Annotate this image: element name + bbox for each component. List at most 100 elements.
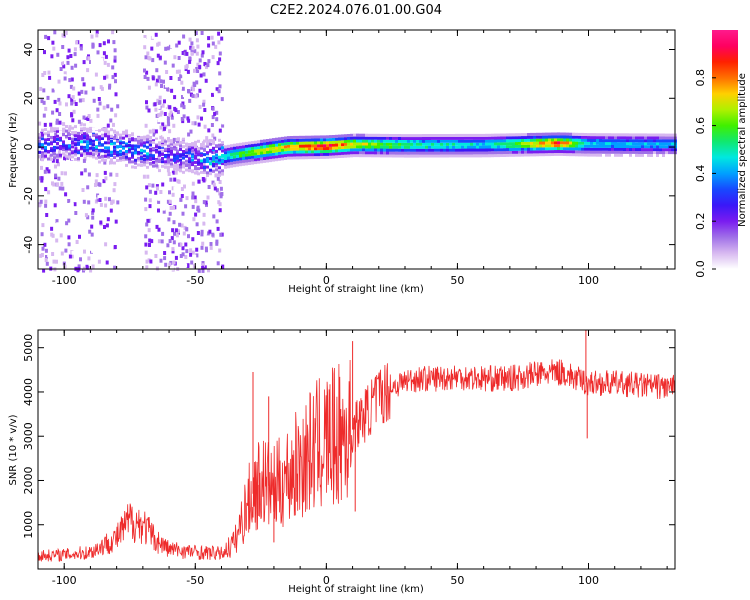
spectrogram-ridge-cell <box>110 142 113 146</box>
spectrogram-noise-cell <box>197 179 201 184</box>
spectrogram-ridge-cell <box>233 161 236 165</box>
spectrogram-noise-cell <box>39 86 43 91</box>
spectrogram-noise-cell <box>42 268 46 273</box>
spectrogram-ridge-cell <box>74 137 77 141</box>
spectrogram-ridge-cell <box>176 165 179 169</box>
spectrogram-ridge-cell <box>452 134 455 137</box>
spectrogram-ridge-cell <box>176 137 179 141</box>
spectrogram-ridge-cell <box>278 143 281 147</box>
x-tick-label: -100 <box>52 574 77 587</box>
spectrogram-ridge-cell <box>563 132 566 136</box>
spectrogram-noise-cell <box>173 186 177 191</box>
spectrogram-ridge-cell <box>455 136 458 140</box>
spectrogram-noise-cell <box>66 60 70 65</box>
spectrogram-ridge-cell <box>134 137 137 141</box>
spectrogram-ridge-cell <box>437 145 440 149</box>
spectrogram-noise-cell <box>218 248 222 253</box>
spectrogram-ridge-cell <box>203 145 206 149</box>
spectrogram-noise-cell <box>108 197 111 202</box>
spectrogram-ridge-cell <box>188 166 191 170</box>
spectrogram-noise-cell <box>70 77 74 82</box>
spectrogram-noise-cell <box>158 95 162 100</box>
spectrogram-ridge-cell <box>584 133 587 136</box>
spectrogram-ridge-cell <box>542 135 545 139</box>
spectrogram-ridge-cell <box>338 146 341 150</box>
spectrogram-ridge-cell <box>479 154 482 158</box>
spectrogram-ridge-cell <box>425 139 428 143</box>
spectrogram-ridge-cell <box>164 155 167 159</box>
spectrogram-ridge-cell <box>245 150 248 154</box>
spectrogram-ridge-cell <box>383 139 386 143</box>
spectrogram-ridge-cell <box>506 133 509 137</box>
spectrogram-ridge-cell <box>560 144 563 148</box>
spectrogram-noise-cell <box>52 259 56 264</box>
spectrogram-ridge-cell <box>263 148 266 152</box>
spectrogram-ridge-cell <box>167 149 170 153</box>
spectrogram-noise-cell <box>150 239 154 244</box>
spectrogram-ridge-cell <box>365 136 368 140</box>
spectrogram-ridge-cell <box>254 155 257 159</box>
spectrogram-ridge-cell <box>44 132 47 136</box>
spectrogram-ridge-cell <box>335 140 338 144</box>
spectrogram-noise-cell <box>159 190 163 194</box>
spectrogram-noise-cell <box>63 74 67 79</box>
spectrogram-noise-cell <box>193 121 197 126</box>
spectrogram-noise-cell <box>94 199 98 204</box>
spectrogram-noise-cell <box>103 75 107 80</box>
spectrogram-noise-cell <box>195 80 199 85</box>
spectrogram-noise-cell <box>113 48 117 53</box>
spectrogram-ridge-cell <box>113 161 116 165</box>
spectrogram-ridge-cell <box>98 160 101 164</box>
spectrogram-ridge-cell <box>428 148 431 152</box>
spectrogram-ridge-cell <box>149 143 152 147</box>
spectrogram-ridge-cell <box>308 135 311 139</box>
spectrogram-ridge-cell <box>218 166 221 170</box>
spectrogram-ridge-cell <box>656 148 659 152</box>
spectrogram-ridge-cell <box>155 162 158 166</box>
spectrogram-ridge-cell <box>437 134 440 137</box>
spectrogram-ridge-cell <box>134 144 137 148</box>
spectrogram-ridge-cell <box>647 136 650 140</box>
spectrogram-ridge-cell <box>125 129 128 133</box>
spectrogram-ridge-cell <box>179 154 182 158</box>
spectrogram-ridge-cell <box>470 142 473 146</box>
spectrogram-ridge-cell <box>185 163 188 167</box>
spectrogram-noise-cell <box>62 122 66 127</box>
spectrogram-ridge-cell <box>572 153 575 157</box>
spectrogram-ridge-cell <box>473 139 476 143</box>
spectrogram-noise-cell <box>57 176 61 181</box>
spectrogram-ridge-cell <box>503 148 506 152</box>
spectrogram-noise-cell <box>156 53 160 58</box>
spectrogram-noise-cell <box>191 250 195 255</box>
spectrogram-ridge-cell <box>176 141 179 144</box>
spectrogram-ridge-cell <box>53 145 56 149</box>
spectrogram-ridge-cell <box>197 158 200 162</box>
spectrogram-ridge-cell <box>482 139 485 143</box>
spectrogram-ridge-cell <box>50 126 53 130</box>
spectrogram-noise-cell <box>82 158 86 163</box>
spectrogram-ridge-cell <box>116 132 119 136</box>
spectrogram-noise-cell <box>107 39 110 44</box>
spectrogram-noise-cell <box>168 262 172 267</box>
spectrogram-ridge-cell <box>560 141 563 145</box>
spectrogram-noise-cell <box>218 128 222 133</box>
spectrogram-ridge-cell <box>80 153 83 157</box>
spectrogram-ridge-cell <box>431 151 434 155</box>
spectrogram-ridge-cell <box>149 136 152 139</box>
spectrogram-ridge-cell <box>269 141 272 145</box>
spectrogram-ridge-cell <box>143 144 146 148</box>
spectrogram-noise-cell <box>212 80 216 84</box>
spectrogram-ridge-cell <box>203 168 206 172</box>
spectrogram-noise-cell <box>211 75 215 80</box>
spectrogram-ridge-cell <box>116 153 119 157</box>
spectrogram-ridge-cell <box>218 173 221 177</box>
spectrogram-ridge-cell <box>101 157 104 161</box>
spectrogram-noise-cell <box>96 131 100 136</box>
spectrogram-ridge-cell <box>131 160 134 164</box>
spectrogram-noise-cell <box>169 110 173 115</box>
spectrogram-ridge-cell <box>500 139 503 143</box>
spectrogram-ridge-cell <box>71 126 74 130</box>
spectrogram-ridge-cell <box>272 141 275 145</box>
spectrogram-noise-cell <box>68 78 72 83</box>
